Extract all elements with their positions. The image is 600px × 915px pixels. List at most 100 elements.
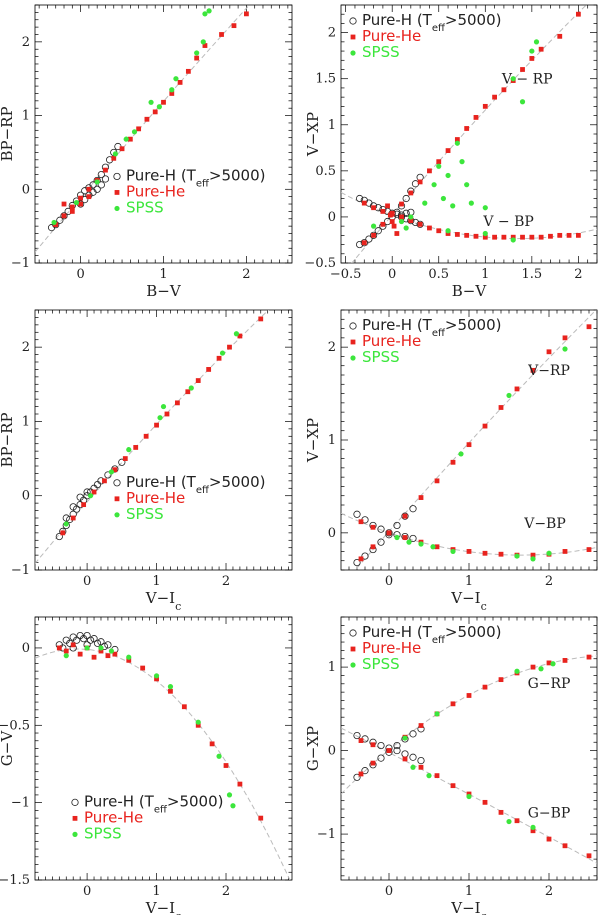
legend-marker-spss	[350, 662, 356, 668]
point-pure-he	[70, 642, 76, 648]
point-pure-he	[195, 722, 201, 728]
legend-marker-spss	[114, 205, 120, 212]
point-pure-h	[361, 767, 369, 775]
point-pure-he	[466, 693, 472, 698]
point-pure-h	[369, 231, 378, 239]
point-spss	[157, 415, 163, 421]
panel-p1: 0 1 2 −1 0 1 2 B−V BP−RP Pure-H (Teff>5000)Pure-H…	[0, 4, 293, 300]
point-spss	[445, 228, 451, 234]
y-tick-label: −1	[11, 256, 30, 271]
point-pure-h	[73, 636, 81, 644]
point-pure-he	[530, 828, 536, 834]
point-spss	[173, 76, 179, 82]
point-spss	[466, 793, 472, 800]
point-pure-h	[353, 731, 361, 740]
point-pure-he	[586, 547, 592, 552]
point-pure-he	[194, 55, 200, 61]
point-pure-he	[231, 23, 237, 29]
point-pure-he	[389, 219, 395, 224]
legend-marker-pure-h	[349, 629, 357, 637]
legend-label-spss: SPSS	[84, 824, 122, 842]
y-axis-label: G−XP	[304, 726, 322, 771]
legend-label-spss: SPSS	[126, 198, 164, 216]
point-pure-he	[144, 116, 150, 122]
point-pure-h	[353, 558, 361, 567]
point-pure-he	[387, 212, 393, 218]
point-pure-he	[402, 756, 408, 762]
panel-p2: −0.5 0 0.5 1 1.5 2 −0.5 0 0.5 1 1.5 2 B−V V−XP V − RP V…	[304, 4, 598, 300]
point-spss	[87, 493, 94, 499]
point-spss	[126, 654, 132, 660]
point-pure-h	[62, 514, 70, 522]
point-spss	[153, 673, 160, 679]
point-pure-h	[55, 532, 63, 541]
point-spss	[406, 539, 412, 545]
point-pure-he	[70, 515, 76, 521]
point-pure-h	[118, 458, 126, 466]
x-tick-label: 1	[152, 574, 160, 589]
point-pure-he	[386, 530, 392, 536]
point-spss	[430, 544, 436, 550]
point-spss	[482, 230, 488, 237]
point-spss	[370, 223, 377, 229]
point-pure-he	[237, 333, 243, 339]
point-pure-h	[402, 209, 410, 217]
point-pure-h	[411, 180, 420, 188]
y-axis-label: BP−RP	[0, 106, 16, 161]
point-pure-h	[409, 534, 417, 543]
point-pure-he	[520, 67, 525, 72]
point-spss	[422, 200, 428, 206]
legend-marker-pure-he	[114, 496, 120, 502]
point-spss	[195, 719, 201, 725]
point-pure-he	[169, 91, 175, 96]
plot-frame	[34, 309, 293, 571]
point-spss	[434, 711, 440, 717]
x-axis-label: V−Ic	[450, 899, 487, 915]
point-spss	[464, 182, 470, 188]
point-pure-he	[520, 234, 525, 240]
point-pure-he	[501, 234, 507, 240]
point-pure-he	[358, 519, 364, 525]
legend-marker-pure-h	[349, 17, 357, 25]
point-pure-he	[140, 665, 146, 671]
point-spss	[514, 553, 520, 559]
legend-marker-spss	[114, 512, 120, 518]
point-pure-he	[223, 763, 229, 768]
point-pure-he	[546, 660, 552, 666]
x-tick-label: 1	[465, 884, 473, 899]
point-pure-he	[69, 209, 75, 214]
point-pure-h	[409, 730, 417, 738]
point-pure-h	[401, 512, 409, 520]
point-pure-he	[498, 405, 504, 410]
point-spss	[394, 534, 400, 541]
point-pure-he	[436, 228, 442, 234]
point-pure-he	[61, 201, 67, 207]
y-tick-label: −0.5	[0, 718, 30, 733]
point-pure-he	[427, 168, 432, 174]
point-spss	[94, 179, 100, 185]
point-pure-he	[152, 109, 158, 115]
point-pure-he	[119, 146, 125, 152]
point-pure-h	[83, 488, 91, 496]
x-tick-label: 2	[545, 884, 553, 899]
point-spss	[510, 76, 516, 82]
legend-label-pure-he: Pure-He	[84, 808, 143, 826]
point-spss	[529, 48, 535, 54]
point-spss	[131, 129, 138, 135]
legend-marker-pure-he	[350, 646, 356, 652]
point-pure-h	[93, 480, 102, 489]
point-pure-h	[56, 216, 64, 224]
legend-marker-spss	[350, 50, 356, 56]
point-pure-he	[482, 234, 488, 240]
point-pure-he	[216, 355, 222, 361]
x-tick-label: −0.5	[330, 267, 362, 282]
plot-area	[341, 5, 597, 263]
point-pure-he	[464, 232, 470, 238]
point-pure-h	[393, 521, 401, 530]
point-pure-he	[219, 32, 224, 37]
annotation-label: V−BP	[523, 516, 566, 532]
x-tick-label: 0	[388, 267, 396, 282]
point-pure-he	[394, 231, 400, 236]
